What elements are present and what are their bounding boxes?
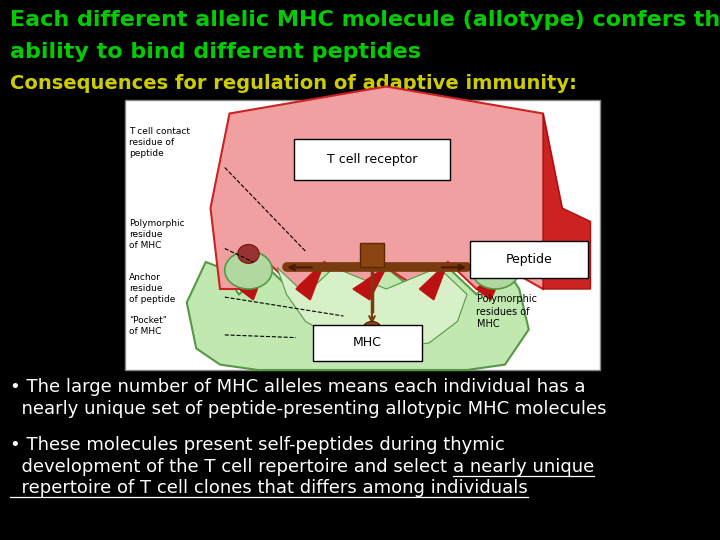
Text: Consequences for regulation of adaptive immunity:: Consequences for regulation of adaptive … [10, 74, 577, 93]
Polygon shape [296, 262, 325, 300]
Text: Polymorphic
residues of
MHC: Polymorphic residues of MHC [477, 294, 536, 329]
Text: • These molecules present self-peptides during thymic: • These molecules present self-peptides … [10, 436, 505, 454]
Text: Anchor
residue
of peptide: Anchor residue of peptide [129, 273, 176, 304]
FancyBboxPatch shape [294, 138, 450, 180]
Ellipse shape [238, 245, 259, 264]
Ellipse shape [362, 321, 382, 338]
Text: a nearly unique: a nearly unique [453, 458, 594, 476]
Ellipse shape [485, 245, 506, 264]
Polygon shape [353, 267, 386, 300]
Text: Polymorphic
residue
of MHC: Polymorphic residue of MHC [129, 219, 184, 250]
Text: "Pocket"
of MHC: "Pocket" of MHC [129, 316, 167, 336]
Polygon shape [210, 86, 562, 289]
Polygon shape [543, 113, 590, 289]
Text: repertoire of T cell clones that differs among individuals: repertoire of T cell clones that differs… [10, 479, 528, 497]
Text: nearly unique set of peptide-presenting allotypic MHC molecules: nearly unique set of peptide-presenting … [10, 400, 606, 418]
Text: • The large number of MHC alleles means each individual has a: • The large number of MHC alleles means … [10, 378, 585, 396]
Text: MHC: MHC [353, 336, 382, 349]
Text: T cell receptor: T cell receptor [327, 153, 417, 166]
Polygon shape [239, 262, 268, 300]
Ellipse shape [472, 251, 519, 289]
Text: ability to bind different peptides: ability to bind different peptides [10, 42, 421, 62]
Text: development of the T cell repertoire and select: development of the T cell repertoire and… [10, 458, 453, 476]
Text: T cell contact
residue of
peptide: T cell contact residue of peptide [129, 127, 190, 158]
FancyBboxPatch shape [469, 241, 588, 278]
Ellipse shape [225, 251, 272, 289]
Polygon shape [277, 267, 467, 348]
Polygon shape [186, 262, 528, 370]
FancyBboxPatch shape [360, 243, 384, 267]
Text: Each different allelic MHC molecule (allotype) confers the: Each different allelic MHC molecule (all… [10, 10, 720, 30]
Bar [125, 100, 600, 370]
Polygon shape [420, 262, 448, 300]
Text: Peptide: Peptide [505, 253, 552, 266]
Polygon shape [477, 267, 505, 300]
FancyBboxPatch shape [313, 325, 421, 361]
